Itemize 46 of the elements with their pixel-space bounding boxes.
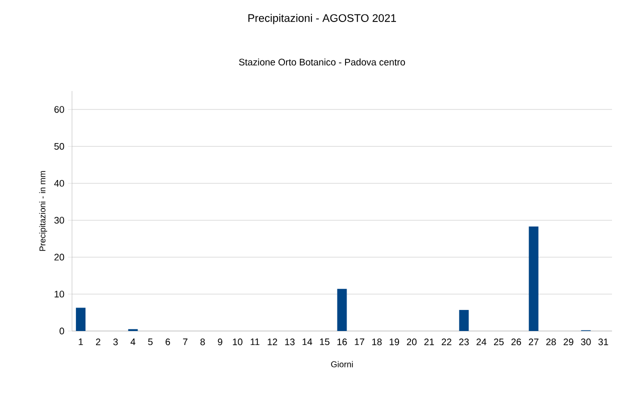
x-tick-label: 1 [78,338,83,346]
x-tick-label: 8 [200,338,205,346]
x-tick-label: 6 [166,338,170,346]
x-tick-label: 2 [96,338,100,346]
y-tick-label: 60 [54,106,64,113]
bar [528,226,538,331]
y-tick-label: 40 [54,180,64,187]
bar [459,310,469,331]
bar [337,288,347,331]
x-tick-label: 25 [494,338,504,346]
x-tick-label: 30 [580,338,591,346]
y-tick-label: 50 [54,143,64,150]
y-tick-label: 10 [54,290,64,298]
x-tick-label: 9 [218,338,222,346]
x-tick-label: 29 [564,338,574,346]
x-tick-label: 28 [546,338,556,346]
y-tick-label: 0 [60,328,64,334]
x-tick-label: 27 [528,338,538,346]
x-tick-label: 16 [337,338,347,346]
x-tick-label: 19 [390,338,400,346]
x-tick-label: 18 [372,338,382,346]
x-tick-label: 15 [320,338,330,346]
x-tick-label: 4 [130,338,136,346]
x-tick-label: 20 [406,338,417,346]
y-tick-label: 20 [54,254,64,261]
x-tick-label: 13 [285,338,295,346]
x-tick-label: 21 [424,338,434,346]
x-tick-label: 22 [442,338,452,346]
x-tick-label: 12 [268,338,278,346]
x-axis-title: Giorni [331,361,353,368]
x-tick-label: 3 [113,338,118,346]
bar [76,308,86,331]
x-tick-label: 14 [302,338,312,346]
x-tick-label: 17 [354,338,364,346]
x-tick-label: 26 [511,338,522,346]
x-tick-label: 7 [183,338,188,346]
x-tick-label: 24 [476,338,486,346]
x-tick-label: 5 [148,338,153,346]
x-tick-label: 31 [598,338,608,346]
chart-subtitle: Stazione Orto Botanico - Padova centro [239,58,405,66]
y-axis-title: Precipitazioni - in mm [39,171,48,251]
y-tick-label: 30 [54,216,64,224]
x-tick-label: 11 [250,338,260,346]
x-tick-label: 23 [459,338,469,346]
chart-title: Precipitazioni - AGOSTO 2021 [248,14,396,24]
x-tick-label: 10 [232,338,242,346]
